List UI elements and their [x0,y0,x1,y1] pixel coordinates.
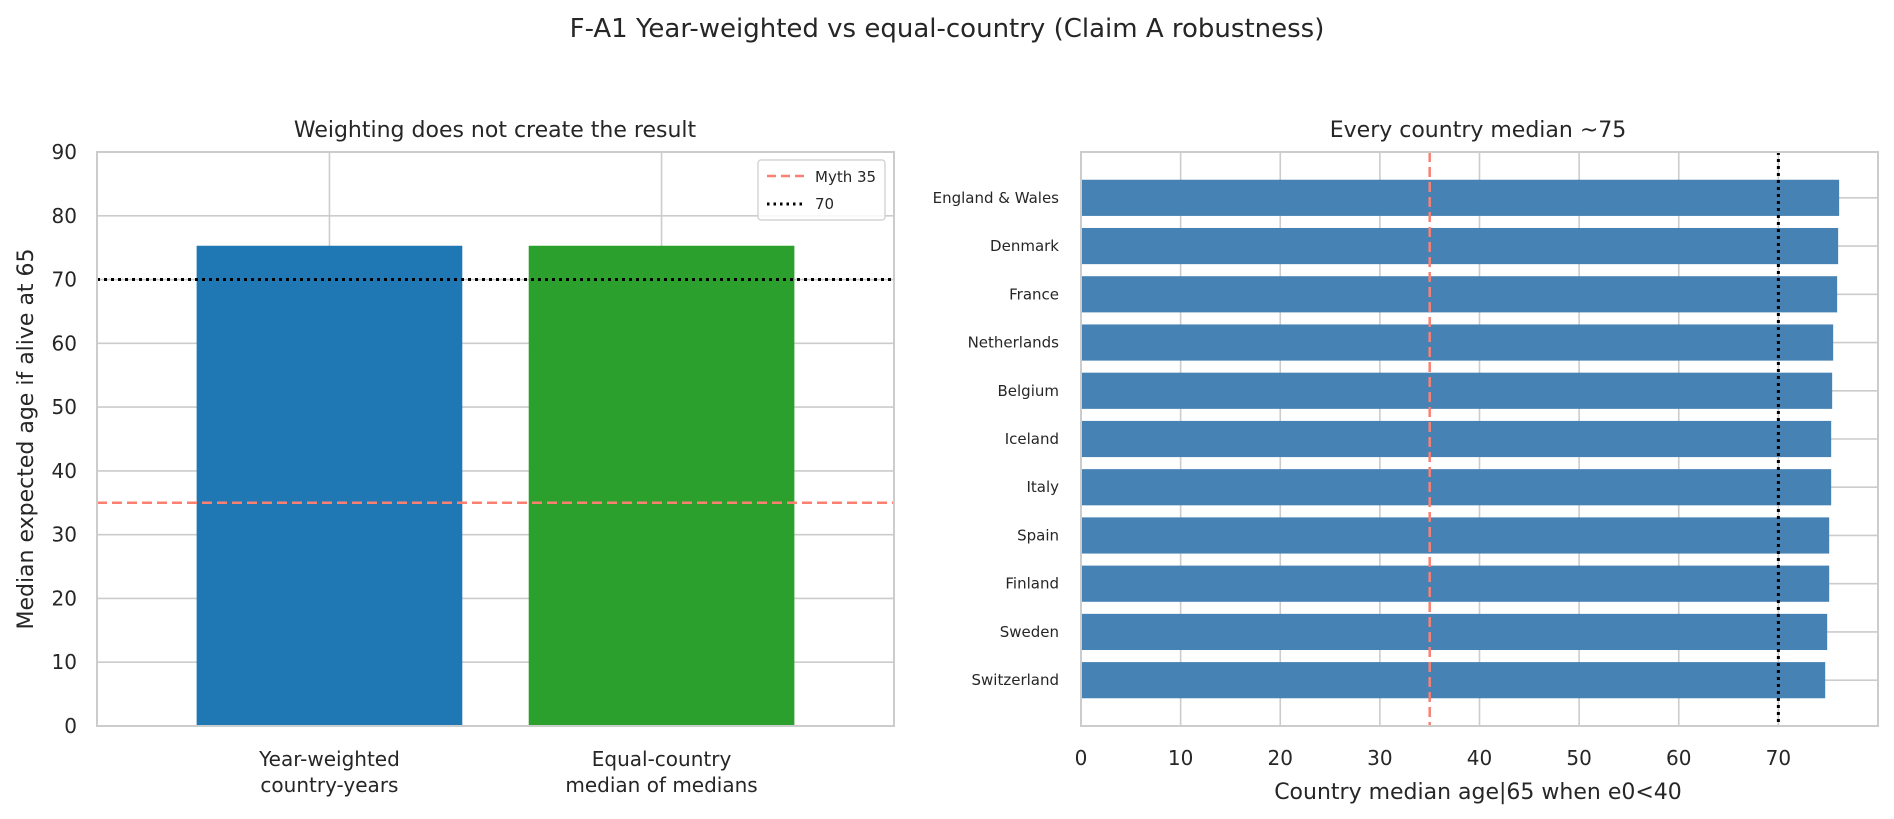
right-reference-lines [1428,152,1780,726]
country-label: Spain [1017,526,1059,544]
country-bar [1081,420,1832,458]
right-panel: Every country median ~75 England & Wales… [933,118,1879,805]
right-x-tick-label: 50 [1566,746,1591,770]
country-label: Denmark [990,237,1059,255]
country-label: Finland [1005,575,1059,593]
right-plot-frame [1080,151,1879,727]
left-x-tick-label: Year-weighted country-years [258,747,400,797]
left-y-tick-label: 40 [52,459,77,483]
country-label: Switzerland [972,671,1060,689]
left-panel-title: Weighting does not create the result [294,118,697,143]
left-y-tick-label: 20 [52,586,77,610]
country-bar [1081,662,1826,699]
country-bar [1081,372,1833,409]
left-y-tick-label: 30 [52,523,77,547]
left-y-tick-label: 70 [52,268,77,292]
right-x-tick-label: 10 [1168,746,1193,770]
left-y-axis-label: Median expected age if alive at 65 [14,248,39,629]
right-x-tick-label: 70 [1766,746,1791,770]
left-y-tick-label: 90 [52,140,77,164]
left-x-tick-labels: Year-weighted country-years Equal-country m… [258,747,758,797]
right-x-tick-labels: 0 10 20 30 40 50 60 70 [1075,746,1791,770]
country-label: Italy [1026,478,1059,496]
left-y-tick-label: 60 [52,331,77,355]
country-bar [1081,469,1832,506]
right-y-tick-labels: England & Wales Denmark France Netherlands B… [933,189,1060,689]
legend-70-label: 70 [815,195,834,213]
country-bar [1081,179,1840,216]
left-y-tick-label: 0 [64,714,77,738]
right-x-tick-label: 20 [1268,746,1293,770]
left-legend: Myth 35 70 [757,159,886,221]
right-x-axis-label: Country median age|65 when e0<40 [1274,780,1682,805]
right-panel-title: Every country median ~75 [1330,118,1627,143]
country-label: Iceland [1005,430,1059,448]
country-bar [1081,565,1830,602]
right-x-tick-label: 30 [1367,746,1392,770]
right-x-tick-label: 60 [1666,746,1691,770]
left-reference-lines [97,278,894,505]
country-label: Netherlands [968,334,1060,352]
country-label: France [1009,285,1059,303]
left-bar [196,245,463,726]
country-label: England & Wales [933,189,1060,207]
country-label: Sweden [1000,623,1059,641]
country-bar [1081,613,1828,651]
left-y-tick-label: 10 [52,650,77,674]
figure-title: F-A1 Year-weighted vs equal-country (Cla… [570,14,1325,44]
left-plot-frame [96,151,895,727]
right-x-tick-label: 0 [1075,746,1088,770]
right-x-tick-label: 40 [1467,746,1492,770]
country-bar [1081,324,1834,361]
country-bar [1081,276,1838,313]
country-bar [1081,227,1839,265]
right-bars [1081,179,1840,699]
country-bar [1081,517,1830,554]
country-label: Belgium [998,382,1060,400]
left-y-tick-label: 50 [52,395,77,419]
left-bar [528,245,795,726]
legend-myth-label: Myth 35 [815,168,876,186]
left-panel: Weighting does not create the result 0 10… [14,118,895,797]
left-bars [196,245,795,726]
left-y-tick-labels: 0 10 20 30 40 50 60 70 80 90 [52,140,77,738]
left-x-tick-label: Equal-country median of medians [565,747,757,797]
left-y-tick-label: 80 [52,204,77,228]
